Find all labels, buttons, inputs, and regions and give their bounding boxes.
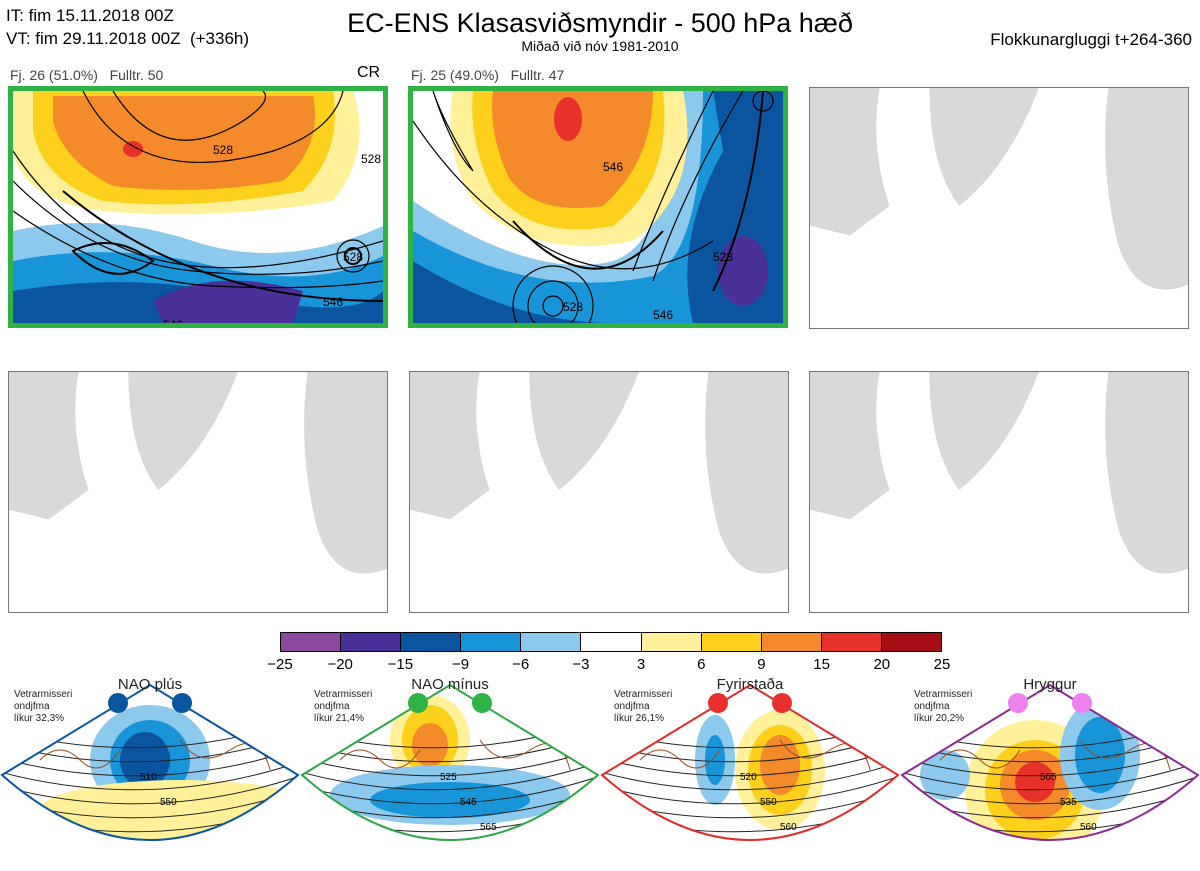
colorbar-swatch	[281, 633, 342, 651]
colorbar-swatch	[761, 633, 822, 651]
colorbar-swatch	[881, 633, 942, 651]
regime-probability: Vetrarmisseri ondjfma líkur 20,2%	[914, 689, 973, 724]
cluster-map-1[interactable]: 528 546 528 528 546	[8, 86, 388, 328]
regime-dot	[472, 693, 492, 713]
regime-title: NAO mínus	[411, 676, 489, 693]
cluster-map-3	[809, 87, 1189, 329]
colorbar-swatch	[521, 633, 582, 651]
p1-contour-528b: 528	[343, 250, 363, 264]
cluster-map-5	[409, 371, 789, 613]
regime-dot	[1008, 693, 1028, 713]
cluster-map-6	[809, 371, 1189, 613]
colorbar-tick: 6	[697, 656, 706, 673]
regime-map: 510 550	[0, 683, 300, 841]
regime-contour-label: 550	[160, 797, 177, 808]
regime-contour-label: 505	[1040, 772, 1057, 783]
colorbar-tick: 3	[636, 656, 646, 673]
regime-dot	[408, 693, 428, 713]
panel-1-label: Fj. 26 (51.0%) Fulltr. 50	[10, 67, 164, 83]
colorbar-swatch	[401, 633, 462, 651]
regime-contour-label: 510	[140, 772, 157, 783]
regime-title: Hryggur	[1023, 676, 1077, 693]
colorbar-swatch	[821, 633, 882, 651]
colorbar-tick: −25	[267, 656, 293, 673]
colorbar-tick: 15	[813, 656, 830, 673]
colorbar-tick: 25	[933, 656, 951, 673]
panel-2-label: Fj. 25 (49.0%) Fulltr. 47	[411, 67, 565, 83]
init-time: IT: fim 15.11.2018 00Z	[6, 6, 174, 25]
window-label: Flokkunargluggi t+264-360	[990, 30, 1192, 49]
regime-probability: Vetrarmisseri ondjfma líkur 32,3%	[14, 689, 73, 724]
cluster-map-2[interactable]: 546 528 528 546	[408, 86, 788, 328]
colorbar-tick: −3	[572, 656, 590, 673]
regime-contour-label: 560	[780, 822, 797, 833]
colorbar-swatch	[641, 633, 702, 651]
regime-dot	[1072, 693, 1092, 713]
regime-probability: Vetrarmisseri ondjfma líkur 21,4%	[314, 689, 373, 724]
regime-map: 525 545 565	[300, 683, 600, 841]
colorbar-tick: −6	[512, 656, 530, 673]
regime-contour-label: 525	[440, 772, 457, 783]
p2-contour-528b: 528	[713, 250, 733, 264]
regime-contour-label: 545	[460, 797, 477, 808]
colorbar-tick: 9	[757, 656, 766, 673]
p1-contour-546b: 546	[163, 318, 183, 323]
colorbar-swatch	[341, 633, 402, 651]
regime-dot	[172, 693, 192, 713]
cluster-map-4	[8, 371, 388, 613]
colorbar-swatch	[461, 633, 522, 651]
regime-dot	[108, 693, 128, 713]
p2-contour-546: 546	[603, 160, 623, 174]
regime-contour-label: 535	[1060, 797, 1077, 808]
page-subtitle: Miðað við nóv 1981-2010	[521, 38, 679, 54]
colorbar	[280, 632, 942, 652]
regime-title: NAO plús	[117, 676, 183, 693]
colorbar-tick: −9	[451, 656, 470, 673]
regime-map: 505 535 560	[900, 683, 1200, 841]
p1-contour-546: 546	[323, 295, 343, 309]
colorbar-tick: −20	[327, 656, 353, 673]
regime-contour-label: 560	[1080, 822, 1097, 833]
page-title: EC-ENS Klasasviðsmyndir - 500 hPa hæð	[347, 8, 853, 38]
colorbar-swatch	[581, 633, 642, 651]
p2-contour-528a: 528	[563, 300, 583, 314]
regime-dot	[708, 693, 728, 713]
panel-1-tag: CR	[357, 64, 381, 81]
regime-title: Fyrirstaða	[716, 676, 784, 693]
colorbar-swatch	[701, 633, 762, 651]
regime-contour-label: 520	[740, 772, 757, 783]
p2-contour-546b: 546	[653, 308, 673, 322]
p1-contour-528c: 528	[361, 152, 381, 166]
regime-probability: Vetrarmisseri ondjfma líkur 26,1%	[614, 689, 673, 724]
regime-map: 520 550 560	[600, 683, 900, 841]
regime-contour-label: 550	[760, 797, 777, 808]
p1-contour-528a: 528	[213, 143, 233, 157]
colorbar-tick: 20	[873, 656, 891, 673]
regime-contour-label: 565	[480, 822, 497, 833]
header-times: IT: fim 15.11.2018 00Z VT: fim 29.11.201…	[6, 4, 249, 50]
regime-dot	[772, 693, 792, 713]
valid-time: VT: fim 29.11.2018 00Z (+336h)	[6, 29, 250, 48]
colorbar-tick: −15	[387, 656, 414, 673]
